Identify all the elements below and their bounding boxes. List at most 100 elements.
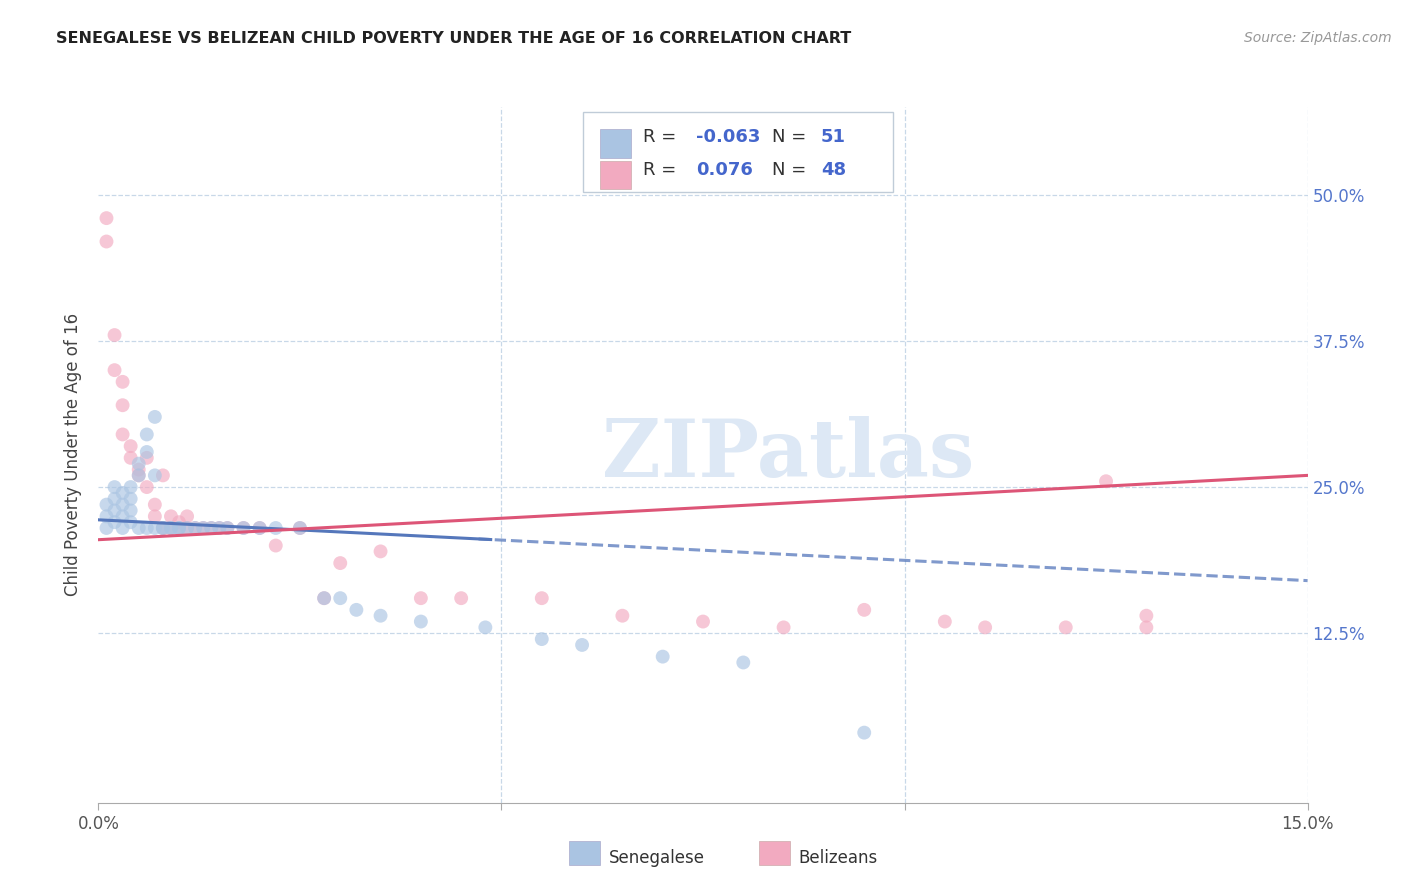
Point <box>128 521 150 535</box>
Point <box>288 521 311 535</box>
Point <box>329 556 352 570</box>
Point <box>370 544 392 558</box>
Point <box>120 515 142 529</box>
Point <box>1135 620 1157 634</box>
Point <box>692 615 714 629</box>
Point <box>103 515 125 529</box>
Point <box>167 521 190 535</box>
Point <box>120 450 142 465</box>
Point <box>135 521 157 535</box>
Point <box>853 725 876 739</box>
Text: N =: N = <box>772 128 811 145</box>
Point <box>96 235 118 249</box>
Point <box>167 521 190 535</box>
Text: R =: R = <box>643 161 682 178</box>
Point <box>208 521 231 535</box>
Point <box>249 521 271 535</box>
Point <box>120 491 142 506</box>
Point <box>128 462 150 476</box>
Point <box>167 521 190 535</box>
Point <box>264 539 287 553</box>
Point <box>96 509 118 524</box>
Point <box>128 457 150 471</box>
Point <box>176 521 198 535</box>
Point <box>530 632 553 646</box>
Point <box>152 468 174 483</box>
Point <box>160 521 183 535</box>
Point <box>120 439 142 453</box>
Point <box>103 363 125 377</box>
Text: Senegalese: Senegalese <box>609 849 704 867</box>
Point <box>143 509 166 524</box>
Point <box>249 521 271 535</box>
Point <box>344 603 367 617</box>
Point <box>167 515 190 529</box>
Point <box>1054 620 1077 634</box>
Point <box>200 521 222 535</box>
Point <box>370 608 392 623</box>
Point <box>143 409 166 424</box>
Point <box>120 480 142 494</box>
Point <box>314 591 336 606</box>
Point <box>853 603 876 617</box>
Point <box>193 521 215 535</box>
Point <box>217 521 239 535</box>
Point <box>103 491 125 506</box>
Point <box>111 427 134 442</box>
Point <box>974 620 997 634</box>
Point <box>450 591 472 606</box>
Point <box>143 521 166 535</box>
Point <box>103 503 125 517</box>
Text: 0.076: 0.076 <box>696 161 752 178</box>
Point <box>160 521 183 535</box>
Text: ZIPatlas: ZIPatlas <box>602 416 974 494</box>
Point <box>111 521 134 535</box>
Point <box>135 445 157 459</box>
Point <box>288 521 311 535</box>
Text: R =: R = <box>643 128 682 145</box>
Point <box>135 450 157 465</box>
Point <box>160 509 183 524</box>
Point <box>217 521 239 535</box>
Point <box>135 427 157 442</box>
Text: N =: N = <box>772 161 811 178</box>
Point <box>103 480 125 494</box>
Point <box>232 521 254 535</box>
Point <box>934 615 956 629</box>
Point <box>176 521 198 535</box>
Point <box>128 468 150 483</box>
Point <box>111 509 134 524</box>
Point <box>96 498 118 512</box>
Point <box>1095 474 1118 488</box>
Point <box>772 620 794 634</box>
Text: Belizeans: Belizeans <box>799 849 877 867</box>
Text: -0.063: -0.063 <box>696 128 761 145</box>
Point <box>409 591 432 606</box>
Point <box>152 521 174 535</box>
Point <box>184 521 207 535</box>
Text: SENEGALESE VS BELIZEAN CHILD POVERTY UNDER THE AGE OF 16 CORRELATION CHART: SENEGALESE VS BELIZEAN CHILD POVERTY UND… <box>56 31 852 46</box>
Point <box>120 503 142 517</box>
Point <box>96 521 118 535</box>
Point <box>184 521 207 535</box>
Text: 51: 51 <box>821 128 846 145</box>
Point <box>474 620 496 634</box>
Point <box>152 521 174 535</box>
Point <box>111 375 134 389</box>
Text: 48: 48 <box>821 161 846 178</box>
Point <box>208 521 231 535</box>
Point <box>193 521 215 535</box>
Point <box>612 608 634 623</box>
Point <box>232 521 254 535</box>
Point <box>103 328 125 343</box>
Point <box>733 656 755 670</box>
Y-axis label: Child Poverty Under the Age of 16: Child Poverty Under the Age of 16 <box>65 313 83 597</box>
Point <box>200 521 222 535</box>
Point <box>314 591 336 606</box>
Point <box>1135 608 1157 623</box>
Point <box>329 591 352 606</box>
Point <box>160 521 183 535</box>
Point <box>571 638 593 652</box>
Point <box>152 521 174 535</box>
Point <box>111 398 134 412</box>
